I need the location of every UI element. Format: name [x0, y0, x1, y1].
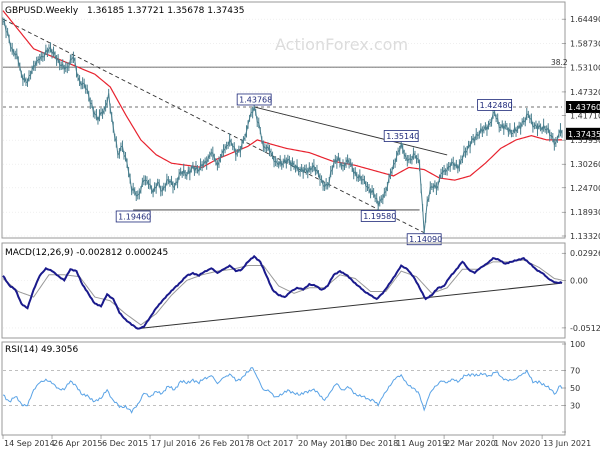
level-label-box [360, 210, 396, 222]
level-label-box [115, 210, 151, 223]
macd-y-axis: 0.029261 0.00 -0.051279 [562, 249, 600, 333]
price-title: GBPUSD.Weekly 1.36185 1.37721 1.35678 1.… [5, 6, 244, 16]
macd-ytick-label: 0.00 [570, 276, 588, 285]
x-tick-label: 6 Dec 2015 [102, 439, 148, 448]
price-ytick-label: 1.47320 [570, 88, 600, 97]
x-tick-label: 20 May 2018 [298, 439, 350, 448]
rsi-panel: 100 70 50 30 RSI(14) 49.3056 [1, 340, 585, 436]
x-tick-label: 8 Oct 2017 [249, 439, 293, 448]
level-label-box [236, 93, 272, 106]
price-ytick-label: 1.41710 [570, 112, 600, 121]
macd-ytick-label: 0.029261 [570, 249, 600, 258]
level-label: 1.43768 [239, 95, 272, 104]
price-ytick-label: 1.13320 [570, 232, 600, 241]
level-label: 1.14090 [409, 235, 442, 244]
level-box [566, 101, 600, 114]
x-tick-label: 11 Aug 2019 [396, 439, 447, 448]
symbol-label: GBPUSD.Weekly [5, 6, 79, 16]
x-tick-label: 14 Sep 2014 [4, 439, 55, 448]
rsi-line [2, 367, 563, 414]
watermark: ActionForex.com [275, 35, 408, 54]
price-ytick-label: 1.58730 [570, 40, 600, 49]
x-tick-label: 1 Nov 2020 [494, 439, 540, 448]
x-tick-label: 26 Feb 2017 [200, 439, 250, 448]
price-ytick-label: 1.53100 [570, 63, 600, 72]
macd-panel: 0.029261 0.00 -0.051279 MACD(12,26,9) -0.0… [1, 242, 600, 339]
level-label: 1.35140 [386, 132, 419, 141]
x-tick-label: 22 Mar 2020 [445, 439, 496, 448]
price-panel: ActionForex.com 38.2 1.43760 1.43768 1.424… [1, 1, 600, 246]
level-label-box [406, 233, 442, 246]
price-ytick-label: 1.35930 [570, 136, 600, 145]
level-labels: 1.43768 1.42480 1.35140 1.19460 1.19580 1.140… [115, 93, 600, 246]
x-tick-label: 13 Jun 2021 [543, 439, 591, 448]
price-ytick-label: 1.64490 [570, 15, 600, 24]
price-series [2, 20, 563, 233]
rsi-ytick-label: 100 [570, 340, 585, 349]
price-y-axis: 1.64490 1.58730 1.53100 1.47320 1.41710 1.359… [562, 15, 600, 241]
fib-label: 38.2 [551, 58, 568, 67]
x-tick-label: 26 Apr 2015 [53, 439, 102, 448]
sma-line [2, 10, 562, 181]
trendline [254, 106, 448, 156]
level-label: 1.19580 [363, 212, 396, 221]
level-label: 1.42480 [480, 101, 513, 110]
x-tick-label: 17 Jul 2016 [151, 439, 196, 448]
current-price-label: 1.37435 [568, 130, 600, 139]
current-price-box [566, 127, 600, 140]
level-label-box [383, 130, 419, 142]
x-tick-label: 30 Dec 2018 [347, 439, 398, 448]
level-label: 1.19460 [118, 212, 151, 221]
macd-trendline [137, 282, 563, 330]
macd-line [2, 254, 563, 330]
macd-ytick-label: -0.051279 [570, 324, 600, 333]
macd-title: MACD(12,26,9) -0.002812 0.000245 [5, 248, 168, 258]
reference-lines: 38.2 1.43760 [3, 58, 600, 114]
ohlc-label: 1.36185 1.37721 1.35678 1.37435 [87, 6, 244, 16]
rsi-y-axis: 100 70 50 30 [562, 340, 585, 433]
level-label-box [477, 99, 513, 111]
price-ytick-label: 1.18930 [570, 208, 600, 217]
rsi-title: RSI(14) 49.3056 [5, 345, 78, 355]
rsi-ytick-label: 30 [570, 402, 580, 411]
rsi-ytick-label: 50 [570, 384, 580, 393]
level-box-label: 1.43760 [568, 103, 600, 112]
price-ytick-label: 1.30260 [570, 160, 600, 169]
price-ytick-label: 1.24700 [570, 184, 600, 193]
macd-gridlines [3, 252, 562, 329]
rsi-ytick-label: 70 [570, 366, 580, 375]
